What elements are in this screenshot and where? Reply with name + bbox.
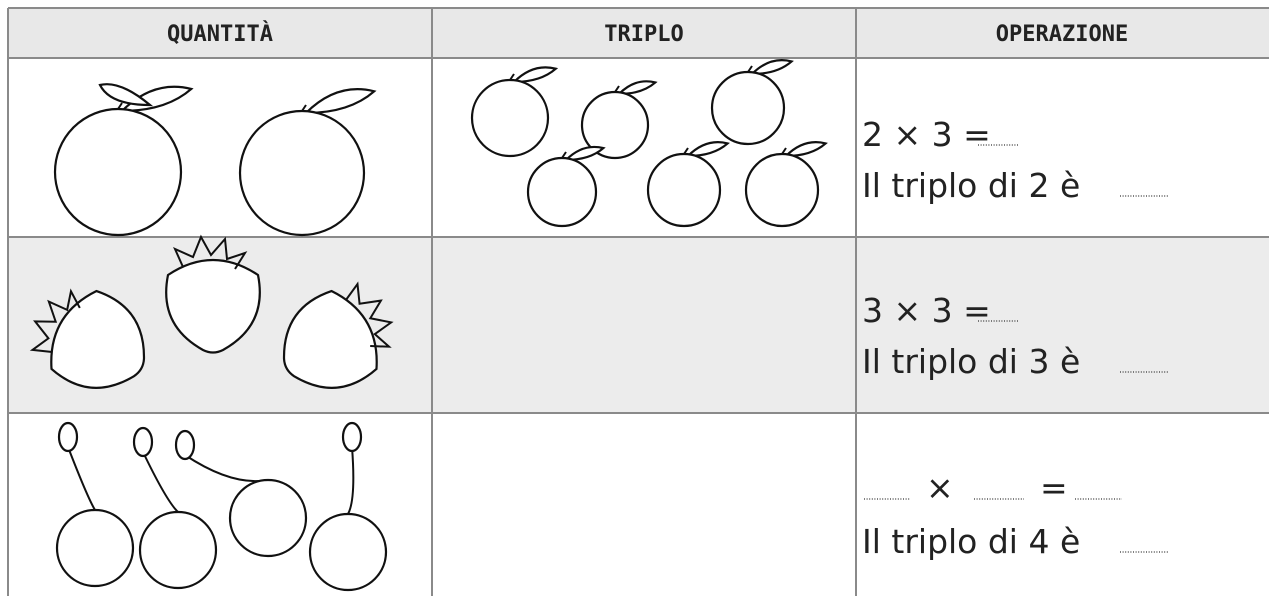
strawberry-body <box>282 289 378 389</box>
grid <box>7 7 1269 596</box>
sentence: Il triplo di 4 è <box>862 522 1080 561</box>
strawberry-calyx <box>29 288 81 353</box>
operator: × <box>926 468 954 507</box>
operator: = <box>1040 468 1068 507</box>
strawberry-calyx <box>345 281 394 348</box>
strawberry-body <box>165 259 261 354</box>
orange <box>744 152 820 228</box>
operation: 3 × 3 = <box>862 291 991 330</box>
cherry <box>138 510 218 590</box>
orange-leaf <box>98 83 154 107</box>
header-bg <box>8 8 1269 58</box>
header-cell: QUANTITÀ <box>167 21 273 47</box>
strawberry-body <box>50 289 146 389</box>
orange-leaf <box>616 80 658 96</box>
header-cell: TRIPLO <box>604 22 683 47</box>
header-cell: OPERAZIONE <box>996 22 1128 47</box>
cherry <box>308 512 388 592</box>
orange-leaf <box>685 141 730 158</box>
orange <box>470 78 550 158</box>
orange <box>710 70 786 146</box>
orange-leaf <box>303 88 377 115</box>
orange-stem <box>747 65 753 73</box>
orange <box>238 109 366 237</box>
orange-stem <box>301 104 307 112</box>
strawberry <box>165 234 261 354</box>
orange-stem <box>614 85 620 93</box>
cherry-stem <box>184 454 269 483</box>
sentence: Il triplo di 2 è <box>862 166 1080 205</box>
orange-stem <box>781 147 787 155</box>
cherry-stem <box>347 446 355 515</box>
orange-leaf <box>783 141 828 158</box>
cherry <box>55 508 135 588</box>
strawberry <box>29 288 146 389</box>
cherry-stalk-tip <box>132 426 154 458</box>
orange-leaf <box>563 145 606 162</box>
cherry <box>228 478 308 558</box>
cherry-stalk-tip <box>57 421 79 453</box>
sentence: Il triplo di 3 è <box>862 342 1080 381</box>
operation: 2 × 3 = <box>862 115 991 154</box>
orange-stem <box>509 73 515 81</box>
orange-leaf <box>511 66 559 84</box>
strawberry <box>282 281 394 389</box>
orange-leaf <box>749 59 794 76</box>
cherry-stalk-tip <box>341 421 363 453</box>
strawberry-calyx <box>173 234 248 270</box>
cherry-stem <box>67 446 96 511</box>
orange <box>526 156 598 228</box>
orange-stem <box>683 147 689 155</box>
orange-stem <box>117 102 123 110</box>
orange <box>53 107 183 237</box>
orange <box>646 152 722 228</box>
orange-stem <box>561 151 567 159</box>
cherry-stem <box>142 451 179 513</box>
cherry-stalk-tip <box>174 429 196 461</box>
